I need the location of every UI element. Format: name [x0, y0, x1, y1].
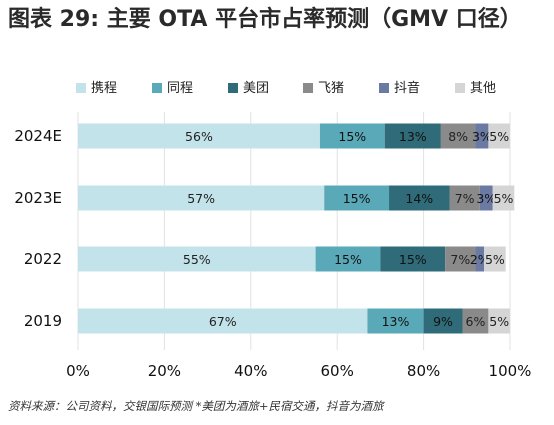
x-tick-label: 0%	[66, 362, 90, 380]
data-label: 6%	[466, 314, 486, 329]
data-label: 3%	[476, 191, 496, 206]
x-tick-label: 20%	[148, 362, 181, 380]
data-label: 13%	[382, 314, 410, 329]
legend-label: 美团	[243, 81, 269, 96]
bar-segment	[78, 246, 316, 272]
data-label: 15%	[334, 252, 362, 267]
bar-segment	[78, 308, 368, 334]
legend-label: 抖音	[394, 80, 420, 96]
legend-item-4: 飞猪	[303, 81, 344, 96]
x-tick-label: 80%	[407, 362, 440, 380]
legend-item-6: 其他	[455, 81, 496, 96]
bar-segment	[484, 246, 506, 272]
bar-segment	[449, 185, 480, 211]
bar-segment	[324, 185, 390, 211]
source-note: 资料来源：公司资料，交银国际预测 *美团为酒旅+民宿交通，抖音为酒旅	[8, 399, 384, 413]
bar-segment	[488, 123, 510, 149]
data-label: 56%	[185, 129, 213, 144]
legend-swatch	[228, 83, 238, 93]
bar-segment	[319, 123, 385, 149]
chart-title: 图表 29: 主要 OTA 平台市占率预测（GMV 口径）	[8, 7, 522, 32]
bar-segment	[492, 185, 515, 211]
y-tick-label: 2019	[24, 312, 62, 330]
y-tick-label: 2024E	[14, 127, 62, 145]
data-label: 7%	[455, 191, 475, 206]
bar-segment	[389, 185, 450, 211]
legend-swatch	[379, 83, 389, 93]
stacked-bar-chart: 携程 同程 美团 飞猪 抖音 其他 56% 15% 13% 8% 3%5%57% 15% 14% 7% 3…	[14, 80, 531, 380]
bar-segment	[475, 123, 489, 149]
legend-swatch	[455, 83, 465, 93]
data-label: 5%	[494, 191, 514, 206]
y-axis-labels: 2024E 2023E 2022 2019	[14, 127, 62, 330]
data-label: 57%	[187, 191, 215, 206]
legend-swatch	[303, 83, 313, 93]
legend-swatch	[76, 83, 86, 93]
bar-segment	[78, 123, 320, 149]
legend-item-2: 同程	[152, 81, 193, 96]
data-label: 67%	[209, 314, 237, 329]
bar-segment	[315, 246, 381, 272]
x-axis-labels: 0% 20% 40% 60% 80% 100%	[66, 362, 531, 380]
data-label: 55%	[183, 252, 211, 267]
data-label: 15%	[338, 129, 366, 144]
legend-label: 飞猪	[318, 81, 344, 96]
legend-label: 携程	[91, 80, 117, 96]
data-label: 5%	[489, 129, 509, 144]
bar-segment	[380, 246, 446, 272]
data-label: 15%	[399, 252, 427, 267]
x-tick-label: 100%	[489, 362, 532, 380]
bar-segment	[488, 308, 510, 334]
data-label: 15%	[343, 191, 371, 206]
data-label: 14%	[405, 191, 433, 206]
bar-segment	[479, 185, 493, 211]
legend-item-5: 抖音	[379, 80, 420, 96]
data-label: 7%	[450, 252, 470, 267]
data-label: 5%	[489, 314, 509, 329]
data-label: 13%	[399, 129, 427, 144]
bar-segment	[475, 246, 485, 272]
bar-segment	[423, 308, 463, 334]
x-tick-label: 40%	[234, 362, 267, 380]
data-label: 8%	[448, 129, 468, 144]
bars: 56% 15% 13% 8% 3%5%57% 15% 14% 7% 3%5%55% 15% 15% 7…	[78, 123, 515, 334]
x-tick-label: 60%	[321, 362, 354, 380]
legend-label: 其他	[470, 81, 496, 96]
legend-label: 同程	[167, 81, 193, 96]
data-label: 3%	[472, 129, 492, 144]
bar-segment	[440, 123, 476, 149]
legend-swatch	[152, 83, 162, 93]
bar-segment	[367, 308, 424, 334]
legend-item-3: 美团	[228, 81, 269, 96]
y-tick-label: 2022	[24, 250, 62, 268]
y-tick-label: 2023E	[14, 189, 62, 207]
data-label: 5%	[485, 252, 505, 267]
bar-segment	[462, 308, 489, 334]
bar-segment	[445, 246, 476, 272]
legend-item-1: 携程	[76, 80, 117, 96]
bar-segment	[384, 123, 441, 149]
bar-segment	[78, 185, 325, 211]
data-label: 9%	[433, 314, 453, 329]
legend: 携程 同程 美团 飞猪 抖音 其他	[76, 80, 496, 96]
